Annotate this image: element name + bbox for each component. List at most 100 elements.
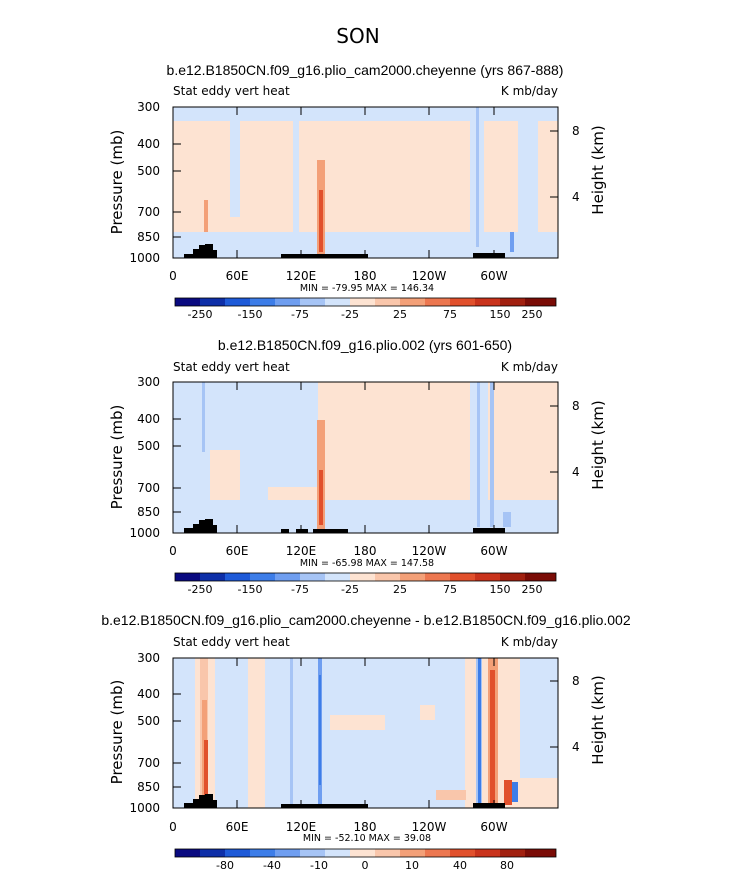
colorbar-label: 25 [393,308,407,321]
panel-2-x-tick-label: 180 [354,544,377,558]
colorbar-label: 250 [522,583,543,596]
colorbar-box [175,573,200,581]
colorbar-label: 250 [522,308,543,321]
colorbar-box [300,573,325,581]
colorbar-label: -150 [238,583,263,596]
colorbar-box [175,298,200,306]
panel-1-x-tick-label: 180 [354,269,377,283]
panel-3-field-blue-streak [290,658,293,808]
colorbar-box [275,573,300,581]
panel-3-field-blue-region [265,658,465,808]
colorbar-box [450,298,475,306]
colorbar-box [400,298,425,306]
panel-1-field-blue-streak [510,232,514,252]
panel-1-right-axis-title: Height (km) [589,125,607,214]
colorbar-box [425,573,450,581]
colorbar-box [250,849,275,857]
panel-3-field-blue-core [478,658,481,803]
panel-1-y-tick-label: 400 [137,137,160,151]
colorbar-box [500,298,525,306]
colorbar-label: -150 [238,308,263,321]
colorbar-box [200,849,225,857]
panel-1-x-tick-label: 60E [226,269,249,283]
colorbar-box [225,298,250,306]
panel-3-field-blue-core [512,782,518,802]
panel-2-y-tick-label: 700 [137,481,160,495]
panel-3-right-tick-label: 4 [572,740,580,754]
colorbar-label: -80 [216,859,234,872]
panel-3-field-blue-region [173,658,195,808]
colorbar-box [225,573,250,581]
panel-1-field-red-core [319,190,323,252]
panel-1-right-tick-label: 8 [572,124,580,138]
colorbar-label: -25 [341,583,359,596]
panel-1-topography-andes [473,253,505,258]
colorbar-box [500,573,525,581]
colorbar-box [325,849,350,857]
panel-2-y-tick-label: 300 [137,375,160,389]
panel-2-field-blue-streak [202,382,205,452]
panel-1-left-label: Stat eddy vert heat [173,84,290,98]
panel-3-y-tick-label: 700 [137,756,160,770]
panel-2-x-tick-label: 120W [412,544,447,558]
colorbar-label: 10 [405,859,419,872]
panel-2-min-max: MIN = -65.98 MAX = 147.58 [300,558,434,569]
panel-1: b.e12.B1850CN.f09_g16.plio_cam2000.cheye… [108,62,607,321]
panel-1-field-red-streak [204,200,208,232]
panel-2-field-blue-region [268,382,318,487]
panel-2-topography-maritime [281,529,289,533]
colorbar-label: 0 [362,859,369,872]
panel-2-y-tick-label: 850 [137,505,160,519]
panel-1-right-tick-label: 4 [572,190,580,204]
colorbar-box [375,573,400,581]
panel-3-field-red-core [490,670,495,805]
colorbar-label: -250 [188,308,213,321]
panel-3-field-blue-region [520,658,558,778]
panel-3-x-tick-label: 60W [480,820,507,834]
colorbar-box [350,298,375,306]
panel-3-field-warm-patch [436,790,466,800]
panel-2-x-tick-label: 0 [169,544,177,558]
panel-2-units: K mb/day [501,360,558,374]
panel-2-field-blue-streak [503,512,511,527]
colorbar-outline [174,572,557,582]
panel-1-x-tick-label: 0 [169,269,177,283]
panel-1-y-tick-label: 1000 [129,251,160,265]
panel-2-colorbar: -250 -150 -75 -25 25 75 150 250 [174,572,557,596]
colorbar-box [225,849,250,857]
panel-3-y-tick-label: 500 [137,714,160,728]
panel-2-right-tick-label: 4 [572,465,580,479]
panel-3-field-blue-region [215,658,248,808]
panel-3-units: K mb/day [501,635,558,649]
panel-3-x-tick-label: 120E [286,820,317,834]
panel-2-y-tick-label: 500 [137,439,160,453]
panel-2-x-tick-label: 60W [480,544,507,558]
colorbar-box [450,573,475,581]
colorbar-box [475,298,500,306]
colorbar-box [400,849,425,857]
panel-3-right-tick-label: 8 [572,674,580,688]
panel-2-field-blue-streak [477,382,480,527]
panel-3-title: b.e12.B1850CN.f09_g16.plio_cam2000.cheye… [101,612,631,628]
season-title: SON [336,24,379,48]
panel-1-topography-africa [184,244,217,258]
colorbar-label: 40 [453,859,467,872]
panel-3-field-warm-patch [420,705,435,720]
colorbar-label: -10 [310,859,328,872]
panel-2-right-axis-title: Height (km) [589,400,607,489]
panel-3-y-axis-title: Pressure (mb) [108,680,126,785]
panel-3-x-tick-label: 60E [226,820,249,834]
panel-1-min-max: MIN = -79.95 MAX = 146.34 [300,283,434,294]
panel-1-y-axis-title: Pressure (mb) [108,130,126,235]
panel-3-topography-andes [473,803,505,808]
panel-3-field-red-core [504,780,512,805]
colorbar-label: 80 [500,859,514,872]
panel-3-x-tick-label: 0 [169,820,177,834]
panel-3-topography-africa [184,794,217,808]
colorbar-box [450,849,475,857]
panel-3-field-blue-core [319,675,321,785]
panel-3-field-red-core [204,740,208,800]
panel-2-topography-africa [184,519,217,533]
panel-3-y-tick-label: 850 [137,780,160,794]
